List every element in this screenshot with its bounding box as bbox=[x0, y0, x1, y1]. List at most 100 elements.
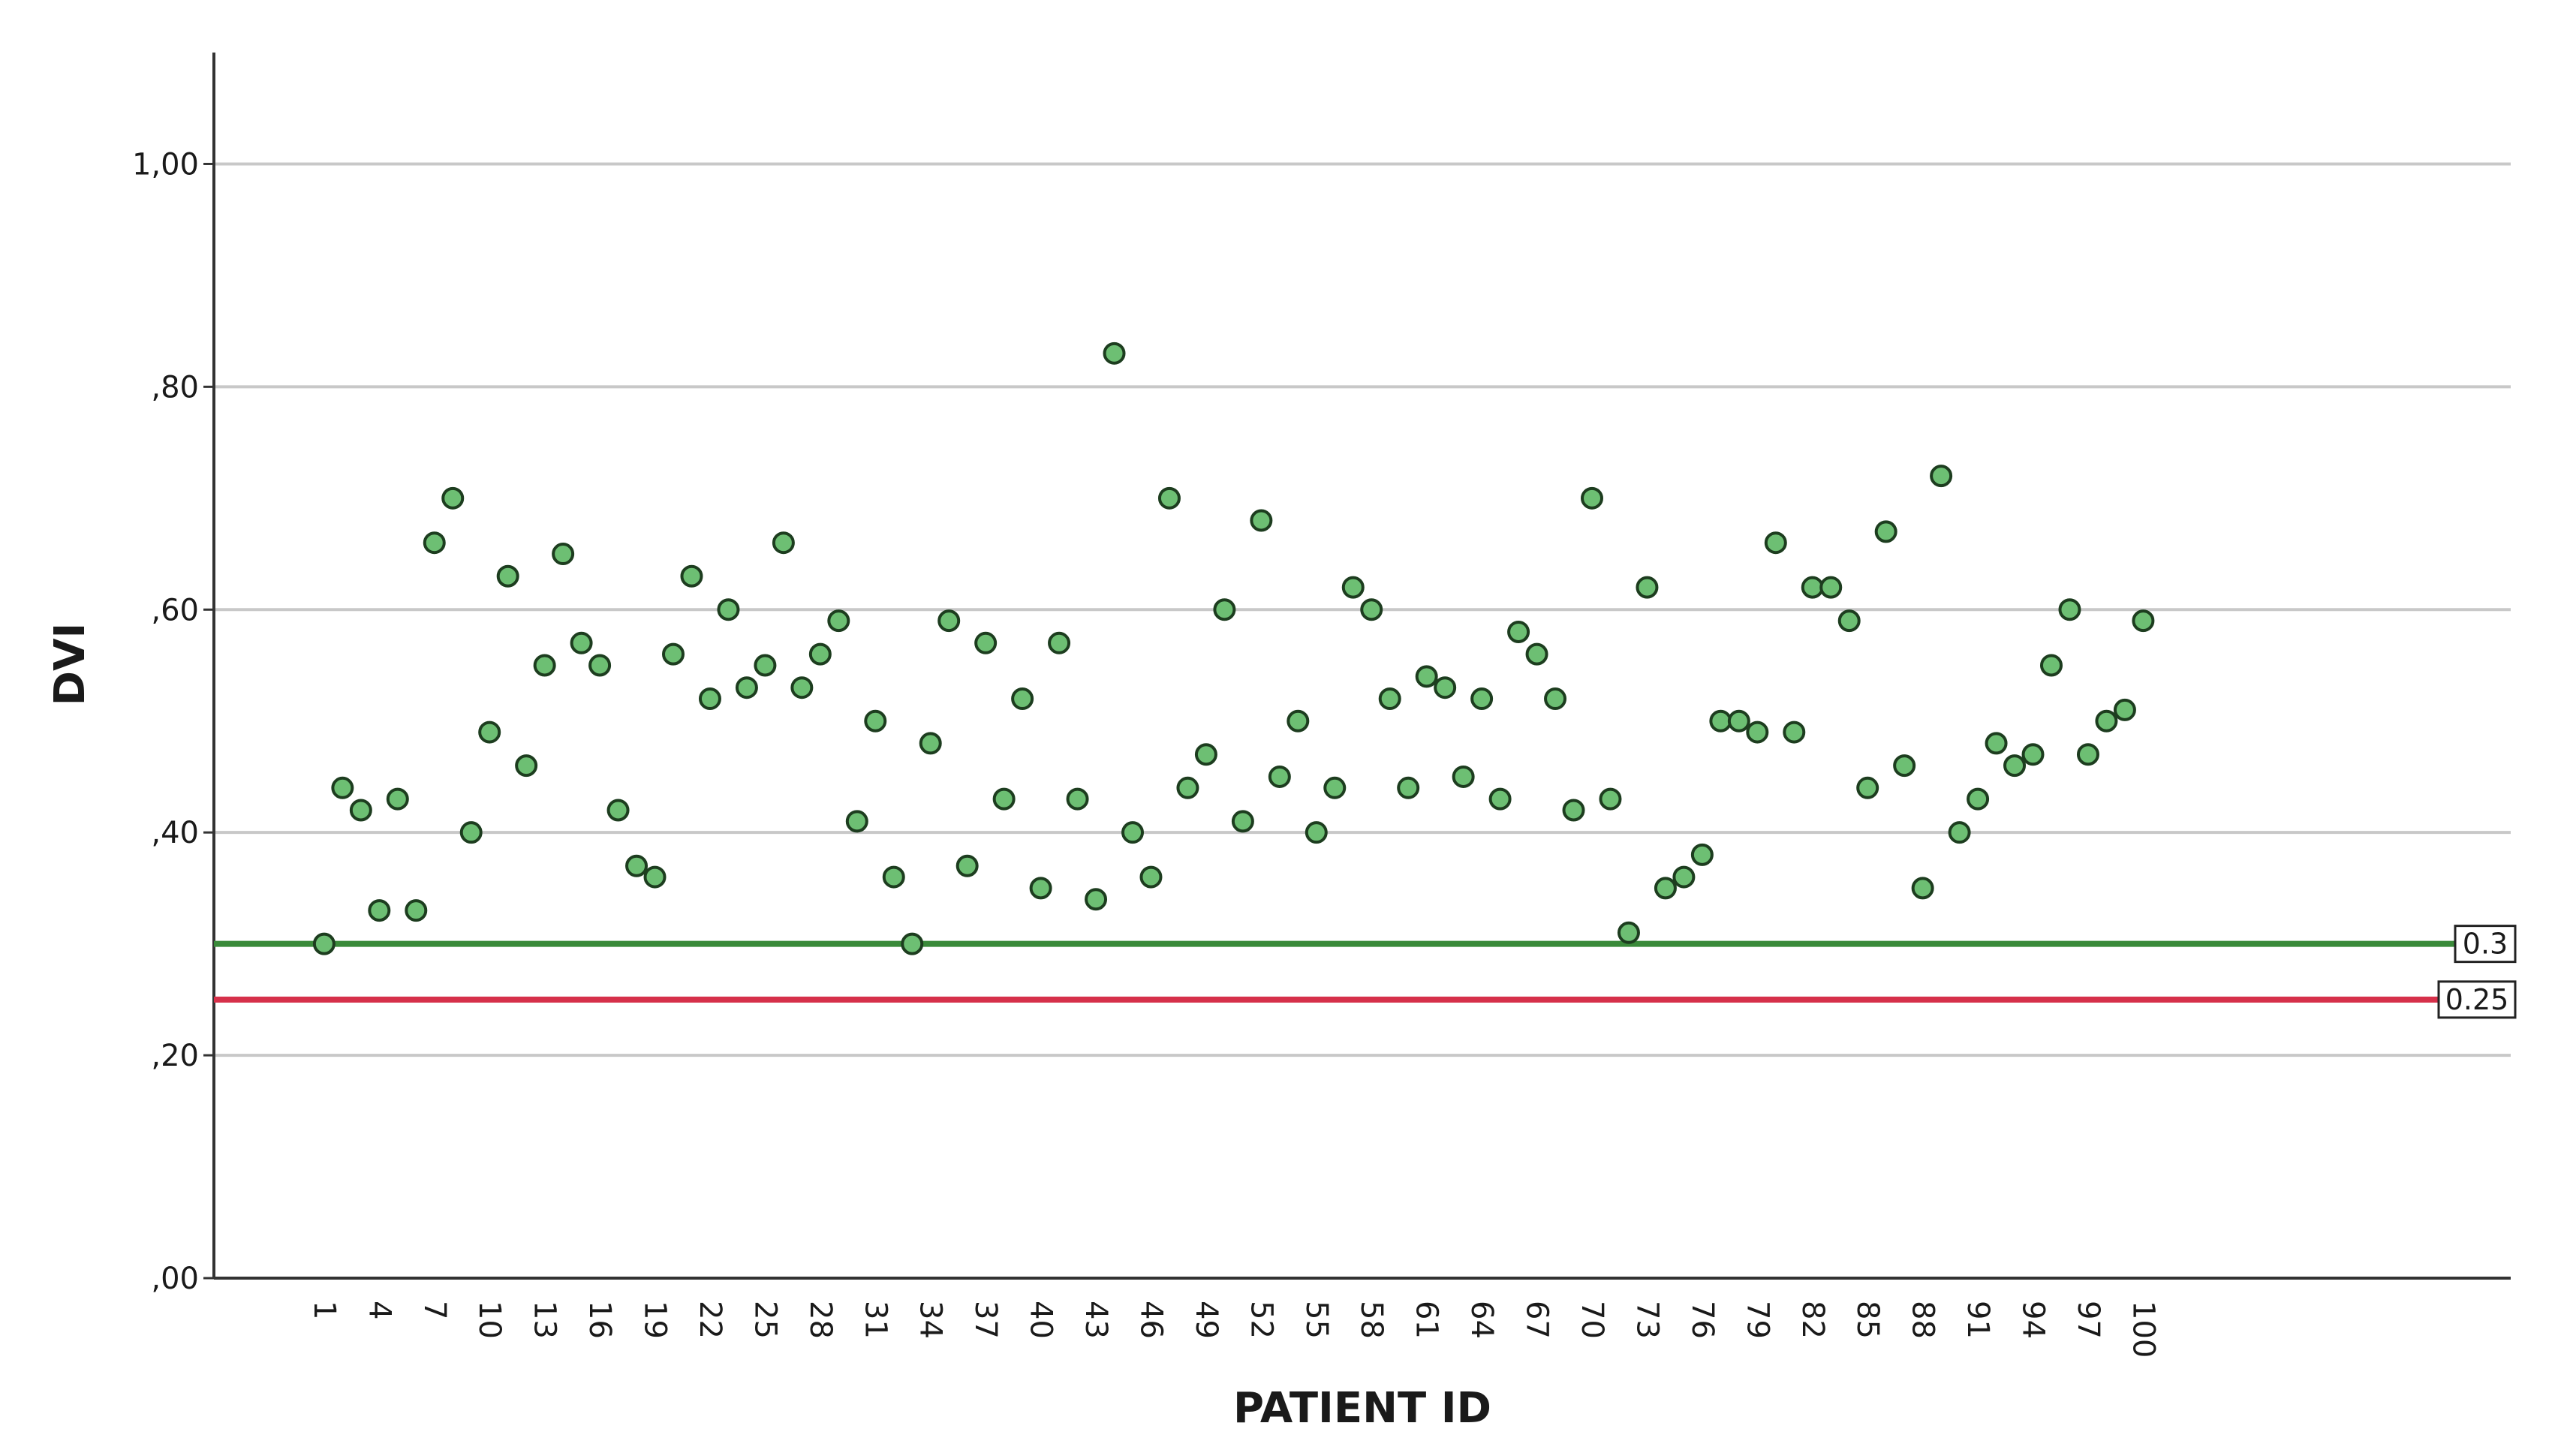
data-points bbox=[312, 341, 2155, 955]
data-point bbox=[2058, 598, 2081, 621]
data-point bbox=[1525, 642, 1548, 666]
data-point bbox=[1654, 877, 1677, 900]
data-point bbox=[386, 787, 409, 811]
x-tick-label: 22 bbox=[693, 1301, 727, 1339]
data-point bbox=[643, 865, 667, 889]
data-point bbox=[882, 865, 905, 889]
x-tick-label: 19 bbox=[638, 1301, 673, 1339]
x-tick-label: 100 bbox=[2126, 1301, 2160, 1358]
data-point bbox=[1452, 765, 1475, 788]
data-point bbox=[1048, 631, 1071, 654]
reference-line-label: 0.25 bbox=[2445, 983, 2509, 1016]
data-point bbox=[1360, 598, 1383, 621]
data-point bbox=[2076, 743, 2099, 766]
data-point bbox=[625, 854, 649, 877]
data-point bbox=[772, 531, 795, 555]
y-axis-title: DVI bbox=[46, 623, 95, 706]
data-point bbox=[1323, 776, 1347, 799]
data-point bbox=[1250, 509, 1273, 532]
x-tick-label: 37 bbox=[968, 1301, 1003, 1339]
data-point bbox=[1157, 486, 1181, 510]
data-point bbox=[1378, 687, 1401, 711]
data-point bbox=[349, 799, 372, 822]
data-point bbox=[1764, 531, 1787, 555]
data-point bbox=[1194, 743, 1217, 766]
data-point bbox=[1434, 676, 1457, 699]
data-point bbox=[1783, 720, 1806, 744]
data-point bbox=[496, 564, 519, 588]
data-point bbox=[2113, 698, 2136, 721]
data-point bbox=[515, 754, 538, 778]
reference-line-label-box bbox=[2454, 925, 2517, 964]
data-point bbox=[1066, 787, 1089, 811]
x-tick-label: 16 bbox=[582, 1301, 617, 1339]
data-point bbox=[1176, 776, 1199, 799]
x-tick-label: 76 bbox=[1685, 1301, 1720, 1339]
y-tick-label: ,80 bbox=[151, 370, 199, 405]
data-point bbox=[1139, 865, 1163, 889]
data-point bbox=[1709, 709, 1732, 733]
x-tick-label: 79 bbox=[1740, 1301, 1774, 1339]
x-tick-label: 91 bbox=[1961, 1301, 1995, 1339]
data-point bbox=[2003, 754, 2027, 778]
data-point bbox=[1341, 576, 1365, 599]
data-point bbox=[1544, 687, 1567, 711]
data-point bbox=[1305, 821, 1328, 844]
x-tick-label: 49 bbox=[1189, 1301, 1223, 1339]
x-axis-title: PATIENT ID bbox=[1233, 1384, 1491, 1433]
data-point bbox=[459, 821, 483, 844]
data-point bbox=[1911, 877, 1934, 900]
x-tick-label: 55 bbox=[1299, 1301, 1334, 1339]
data-point bbox=[312, 932, 336, 955]
x-tick-label: 28 bbox=[803, 1301, 838, 1339]
y-tick-label: ,20 bbox=[151, 1039, 199, 1073]
data-point bbox=[808, 642, 832, 666]
data-point bbox=[1856, 776, 1879, 799]
y-tick-labels: ,00 ,20 ,40 ,60 ,80 1,00 bbox=[132, 147, 199, 1296]
data-point bbox=[1727, 709, 1750, 733]
data-point bbox=[1470, 687, 1494, 711]
data-point bbox=[974, 631, 998, 654]
data-point bbox=[533, 654, 556, 677]
data-point bbox=[1985, 732, 2008, 755]
x-tick-label: 25 bbox=[748, 1301, 782, 1339]
data-point bbox=[1488, 787, 1512, 811]
x-tick-label: 31 bbox=[858, 1301, 892, 1339]
data-point bbox=[1746, 720, 1769, 744]
data-point bbox=[588, 654, 612, 677]
data-point bbox=[1930, 465, 1953, 488]
data-point bbox=[1801, 576, 1824, 599]
data-point bbox=[1507, 620, 1530, 643]
data-point bbox=[717, 598, 740, 621]
x-tick-label: 52 bbox=[1244, 1301, 1278, 1339]
x-tick-label: 88 bbox=[1906, 1301, 1940, 1339]
data-point bbox=[827, 609, 850, 633]
data-point bbox=[1617, 921, 1640, 944]
data-point bbox=[698, 687, 721, 711]
reference-line-label-box bbox=[2437, 980, 2517, 1019]
x-tick-label: 46 bbox=[1133, 1301, 1168, 1339]
data-point bbox=[1581, 486, 1603, 510]
x-tick-label: 43 bbox=[1079, 1301, 1113, 1339]
data-point bbox=[1268, 765, 1291, 788]
data-point bbox=[1121, 821, 1144, 844]
data-point bbox=[1103, 341, 1126, 365]
x-tick-label: 1 bbox=[307, 1301, 342, 1319]
x-tick-label: 70 bbox=[1575, 1301, 1609, 1339]
x-tick-label: 82 bbox=[1795, 1301, 1830, 1339]
x-tick-label: 64 bbox=[1464, 1301, 1499, 1339]
data-point bbox=[1874, 520, 1897, 543]
x-tick-labels: 1 4 7 10 13 16 19 22 25 28 31 34 37 40 43 46 49 52 55 58 61 6… bbox=[307, 1301, 2161, 1358]
data-point bbox=[1562, 799, 1585, 822]
data-point bbox=[901, 932, 924, 955]
data-point bbox=[1287, 709, 1310, 733]
data-point bbox=[570, 631, 593, 654]
x-tick-label: 13 bbox=[528, 1301, 562, 1339]
data-point bbox=[754, 654, 777, 677]
data-point bbox=[478, 720, 501, 744]
data-point bbox=[1011, 687, 1034, 711]
data-point bbox=[2040, 654, 2063, 677]
x-tick-label: 40 bbox=[1024, 1301, 1058, 1339]
data-point bbox=[1837, 609, 1861, 633]
x-tick-label: 58 bbox=[1354, 1301, 1389, 1339]
